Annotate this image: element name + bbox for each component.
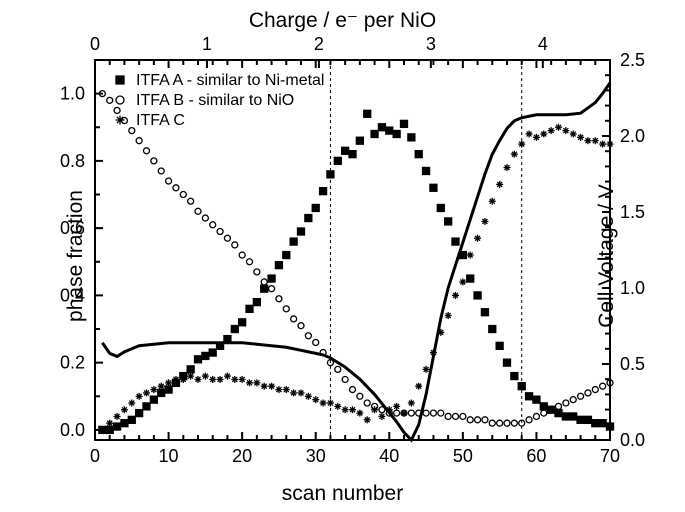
chart-container: Charge / e⁻ per NiO scan number phase fr… (0, 0, 685, 512)
svg-text:0.2: 0.2 (60, 353, 85, 373)
svg-text:ITFA A - similar to Ni-metal: ITFA A - similar to Ni-metal (136, 72, 324, 89)
svg-text:0.5: 0.5 (620, 354, 645, 374)
svg-text:0.6: 0.6 (60, 218, 85, 238)
svg-text:2.0: 2.0 (620, 126, 645, 146)
svg-text:20: 20 (232, 446, 252, 466)
svg-text:ITFA B - similar to NiO: ITFA B - similar to NiO (136, 92, 294, 109)
svg-text:0.8: 0.8 (60, 151, 85, 171)
svg-text:2: 2 (314, 34, 324, 54)
svg-text:4: 4 (538, 34, 548, 54)
svg-text:0.4: 0.4 (60, 285, 85, 305)
svg-text:0.0: 0.0 (60, 420, 85, 440)
svg-text:70: 70 (600, 446, 620, 466)
svg-text:1.5: 1.5 (620, 202, 645, 222)
svg-text:0: 0 (90, 446, 100, 466)
svg-text:60: 60 (526, 446, 546, 466)
svg-text:0.0: 0.0 (620, 430, 645, 450)
svg-text:2.5: 2.5 (620, 50, 645, 70)
svg-text:40: 40 (379, 446, 399, 466)
svg-text:30: 30 (306, 446, 326, 466)
svg-text:0: 0 (90, 34, 100, 54)
svg-text:1.0: 1.0 (620, 278, 645, 298)
svg-text:ITFA C: ITFA C (136, 112, 185, 129)
plot-svg: 0 10 20 30 40 50 60 70 0 1 2 3 4 0.0 0.2 0.4 0.6 0.8 1.0 0.… (0, 0, 685, 512)
svg-text:3: 3 (426, 34, 436, 54)
svg-text:1: 1 (202, 34, 212, 54)
svg-text:10: 10 (159, 446, 179, 466)
svg-text:50: 50 (453, 446, 473, 466)
svg-text:1.0: 1.0 (60, 84, 85, 104)
